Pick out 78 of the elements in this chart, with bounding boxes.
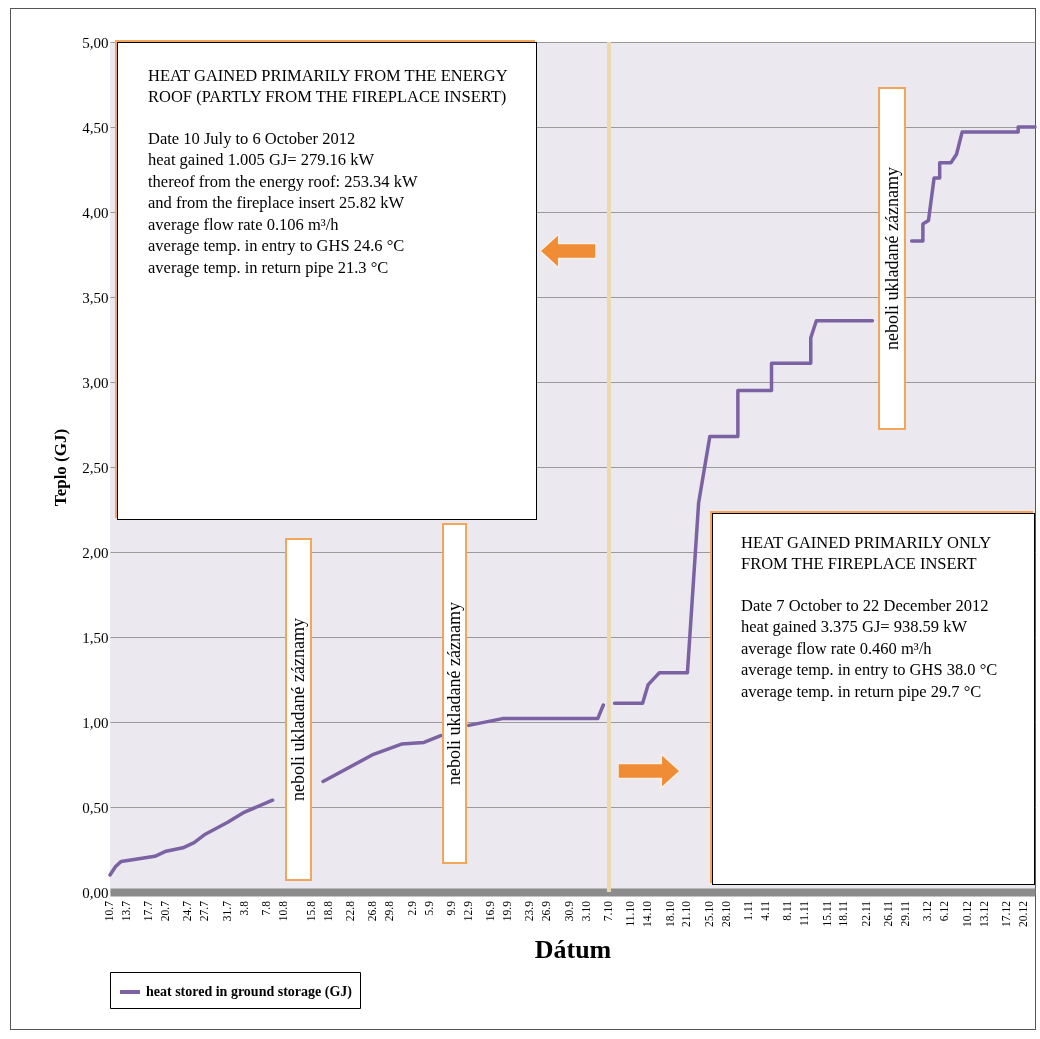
x-tick-label: 3.10 — [579, 900, 592, 922]
x-tick-label: 25.10 — [702, 900, 715, 927]
annotation: HEAT GAINED PRIMARILY ONLY FROM THE FIREPLACE INSERT — [741, 532, 992, 575]
x-tick-label: 21.10 — [680, 900, 693, 927]
x-tick-label: 22.11 — [859, 900, 872, 927]
x-tick-label: 20.12 — [1016, 900, 1029, 927]
x-tick-label: 15.8 — [304, 900, 317, 922]
x-tick-label: 17.12 — [999, 900, 1012, 927]
text-box: neboli ukladané záznamy — [285, 538, 312, 881]
x-tick-label: 7.8 — [259, 900, 272, 916]
x-tick-label: 1.11 — [742, 900, 755, 921]
x-axis-title: Dátum — [534, 934, 612, 964]
x-tick-label: 3.12 — [921, 900, 934, 922]
x-tick-label: 11.11 — [798, 900, 811, 927]
x-tick-label: 3.8 — [237, 900, 250, 916]
x-tick-label: 31.7 — [220, 900, 233, 922]
x-tick-label: 18.8 — [321, 900, 334, 922]
x-tick-label: 11.10 — [624, 900, 637, 927]
x-tick-label: 28.10 — [719, 900, 732, 927]
x-tick-label: 10.7 — [103, 900, 115, 922]
x-tick-label: 13.12 — [977, 900, 990, 927]
x-tick-label: 29.8 — [383, 900, 396, 922]
annotation: heat gained 3.375 GJ= 938.59 kW — [741, 616, 969, 638]
x-tick-label: 20.7 — [159, 900, 172, 922]
annotation: Date 7 October to 22 December 2012 — [741, 594, 990, 617]
y-tick-label: 1,50 — [82, 629, 109, 646]
x-tick-label: 6.12 — [938, 900, 951, 922]
annotation: HEAT GAINED PRIMARILY FROM THE ENERGY ROOF (PARTLY FROM THE FIREPLACE INSERT) — [148, 65, 509, 108]
y-tick-label: 3,50 — [82, 289, 109, 306]
x-tick-label: 9.9 — [444, 900, 457, 916]
x-tick-label: 16.9 — [484, 900, 497, 922]
annotation: average flow rate 0.460 m³/h — [741, 637, 933, 660]
x-tick-label: 17.7 — [142, 900, 155, 922]
y-tick-label: 4,50 — [82, 119, 109, 136]
x-tick-label: 23.9 — [523, 900, 536, 922]
x-tick-label: 26.8 — [366, 900, 379, 922]
y-tick-label: 2,00 — [82, 544, 109, 561]
x-tick-label: 14.10 — [641, 900, 654, 927]
annotation: thereof from the energy roof: 253.34 kW — [148, 170, 419, 193]
x-tick-label: 5.9 — [422, 900, 435, 916]
x-tick-label: 8.11 — [781, 900, 794, 921]
y-tick-label: 1,00 — [82, 714, 109, 731]
x-tick-label: 18.10 — [663, 900, 676, 927]
y-axis-title: Teplo (GJ) — [51, 428, 71, 507]
annotation: average flow rate 0.106 m³/h — [148, 213, 340, 236]
y-tick-label: 0,00 — [82, 884, 109, 901]
x-tick-label: 10.8 — [276, 900, 289, 922]
annotation: heat gained 1.005 GJ= 279.16 kW — [148, 149, 376, 171]
x-tick-label: 26.11 — [882, 900, 895, 927]
y-tick-label: 2,50 — [82, 459, 109, 476]
x-tick-label: 4.11 — [758, 900, 771, 921]
x-tick-label: 18.11 — [837, 900, 850, 927]
x-tick-label: 30.9 — [562, 900, 575, 922]
x-tick-label: 26.9 — [540, 900, 553, 922]
y-tick-label: 4,00 — [82, 204, 109, 221]
y-tick-label: 0,50 — [82, 799, 109, 816]
x-tick-label: 7.10 — [601, 900, 614, 922]
x-tick-label: 10.12 — [960, 900, 973, 927]
x-tick-label: 22.8 — [344, 900, 357, 922]
x-tick-label: 13.7 — [119, 900, 132, 922]
annotation: and from the fireplace insert 25.82 kW — [148, 192, 406, 214]
x-tick-label: 15.11 — [820, 900, 833, 927]
text-box: neboli ukladané záznamy — [442, 523, 467, 864]
y-tick-label: 3,00 — [82, 374, 109, 391]
text-box: neboli ukladané záznamy — [878, 87, 906, 430]
annotation: average temp. in return pipe 21.3 °C — [148, 256, 390, 278]
annotation: average temp. in return pipe 29.7 °C — [741, 680, 983, 703]
annotation: Date 10 July to 6 October 2012 — [148, 127, 357, 150]
x-tick-label: 24.7 — [181, 900, 194, 922]
x-tick-label: 19.9 — [501, 900, 514, 922]
annotation: average temp. in entry to GHS 24.6 °C — [148, 235, 406, 257]
x-tick-label: 27.7 — [198, 900, 211, 922]
legend-label: heat stored in ground storage (GJ) — [146, 984, 353, 1000]
y-tick-label: 5,00 — [82, 34, 109, 51]
x-tick-label: 2.9 — [405, 900, 418, 916]
x-tick-label: 12.9 — [461, 900, 474, 922]
annotation: average temp. in entry to GHS 38.0 °C — [741, 659, 999, 681]
x-tick-label: 29.11 — [899, 900, 912, 927]
